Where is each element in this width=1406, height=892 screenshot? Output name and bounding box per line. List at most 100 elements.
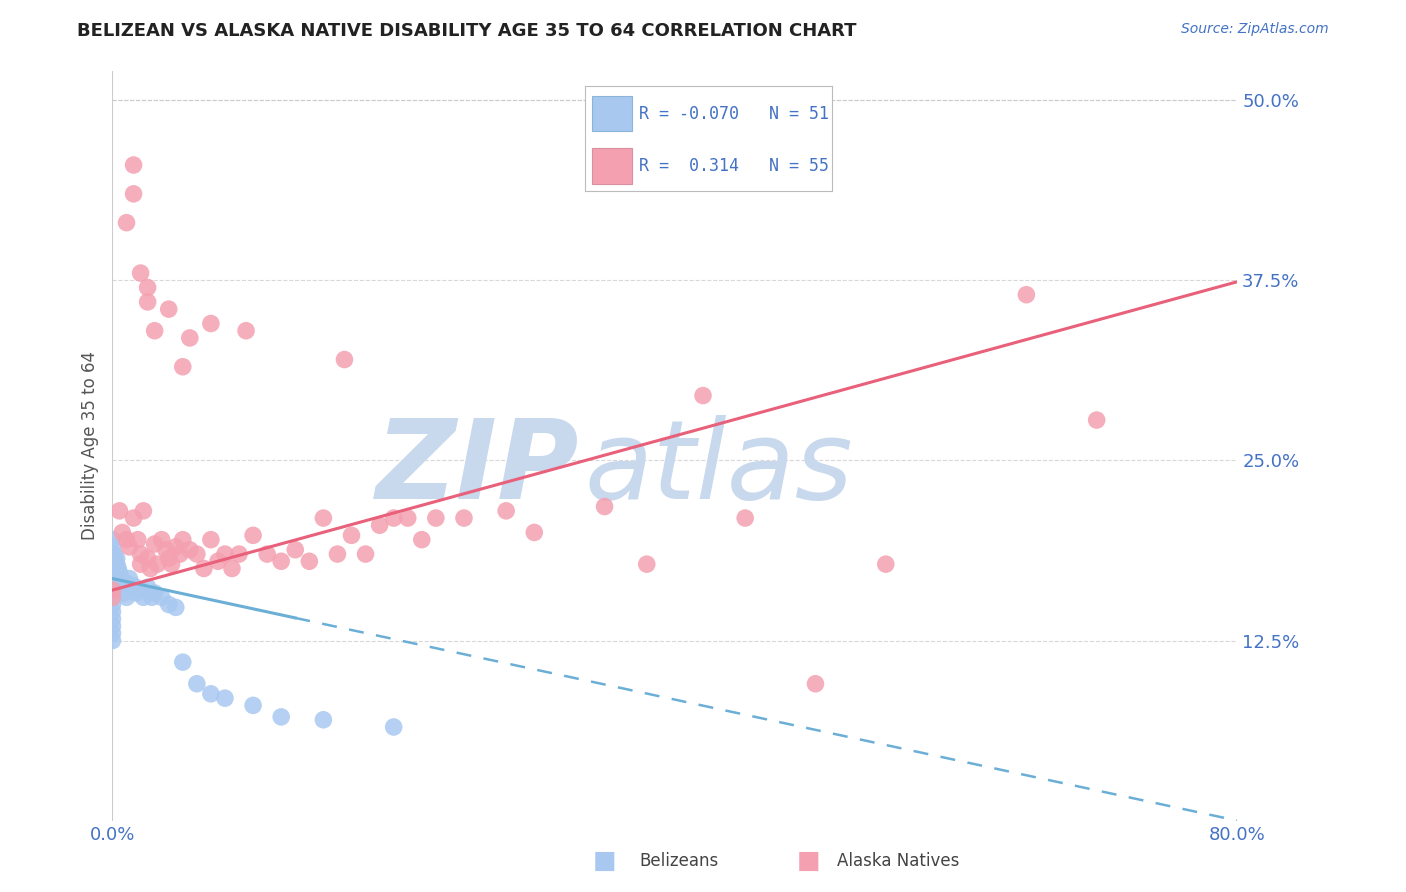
Point: [104, 554, 127, 568]
Point: [101, 561, 124, 575]
Point: [235, 324, 257, 338]
Point: [143, 537, 166, 551]
Point: [150, 591, 173, 605]
Point: [118, 540, 141, 554]
Point: [157, 302, 180, 317]
Point: [165, 540, 187, 554]
Point: [326, 547, 349, 561]
Text: ■: ■: [593, 849, 616, 872]
Point: [101, 605, 124, 619]
Point: [425, 511, 447, 525]
Y-axis label: Disability Age 35 to 64: Disability Age 35 to 64: [80, 351, 98, 541]
Point: [122, 579, 145, 593]
Point: [127, 533, 149, 547]
Point: [804, 677, 827, 691]
Point: [129, 557, 152, 571]
Point: [115, 591, 138, 605]
Point: [333, 352, 356, 367]
Point: [103, 561, 125, 575]
Point: [115, 533, 138, 547]
Point: [221, 561, 243, 575]
Point: [200, 533, 222, 547]
Point: [139, 561, 162, 575]
Point: [110, 572, 132, 586]
Text: BELIZEAN VS ALASKA NATIVE DISABILITY AGE 35 TO 64 CORRELATION CHART: BELIZEAN VS ALASKA NATIVE DISABILITY AGE…: [77, 22, 856, 40]
Point: [160, 557, 183, 571]
Text: ZIP: ZIP: [375, 415, 579, 522]
Point: [382, 720, 405, 734]
Point: [108, 504, 131, 518]
Point: [284, 542, 307, 557]
Point: [298, 554, 321, 568]
Point: [143, 324, 166, 338]
Point: [242, 698, 264, 713]
Point: [101, 583, 124, 598]
Point: [129, 583, 152, 598]
Point: [150, 533, 173, 547]
Point: [875, 557, 897, 571]
Point: [242, 528, 264, 542]
Point: [105, 551, 128, 566]
Point: [228, 547, 250, 561]
Point: [157, 551, 180, 566]
Point: [101, 554, 124, 568]
Point: [105, 557, 128, 571]
Point: [143, 586, 166, 600]
Point: [108, 566, 131, 580]
Point: [115, 216, 138, 230]
Point: [200, 687, 222, 701]
Point: [111, 580, 134, 594]
Point: [179, 331, 201, 345]
Point: [172, 359, 194, 374]
Point: [101, 626, 124, 640]
Point: [136, 551, 159, 566]
Point: [411, 533, 433, 547]
Point: [340, 528, 363, 542]
Point: [104, 568, 127, 582]
Text: Belizeans: Belizeans: [640, 852, 718, 870]
Point: [593, 500, 616, 514]
Point: [122, 158, 145, 172]
Point: [101, 568, 124, 582]
Point: [136, 580, 159, 594]
Point: [101, 533, 124, 547]
Point: [179, 542, 201, 557]
Point: [101, 619, 124, 633]
Point: [692, 388, 714, 402]
Point: [214, 691, 236, 706]
Point: [111, 525, 134, 540]
Point: [172, 533, 194, 547]
Point: [101, 575, 124, 590]
Point: [105, 566, 128, 580]
Point: [382, 511, 405, 525]
Point: [270, 554, 292, 568]
Point: [120, 583, 142, 598]
Point: [101, 583, 124, 598]
Point: [101, 598, 124, 612]
Point: [112, 586, 135, 600]
Point: [312, 511, 335, 525]
Point: [200, 317, 222, 331]
Point: [214, 547, 236, 561]
Point: [118, 572, 141, 586]
Point: [101, 612, 124, 626]
Point: [157, 598, 180, 612]
Point: [1015, 287, 1038, 301]
Point: [129, 547, 152, 561]
Point: [101, 591, 124, 605]
Point: [146, 557, 169, 571]
Point: [453, 511, 475, 525]
Point: [256, 547, 278, 561]
Point: [132, 504, 155, 518]
Point: [155, 542, 177, 557]
Text: atlas: atlas: [585, 415, 853, 522]
Point: [270, 710, 292, 724]
Point: [172, 655, 194, 669]
Point: [636, 557, 658, 571]
Point: [523, 525, 546, 540]
Point: [396, 511, 419, 525]
Point: [193, 561, 215, 575]
Point: [107, 561, 129, 575]
Point: [129, 266, 152, 280]
Point: [103, 547, 125, 561]
